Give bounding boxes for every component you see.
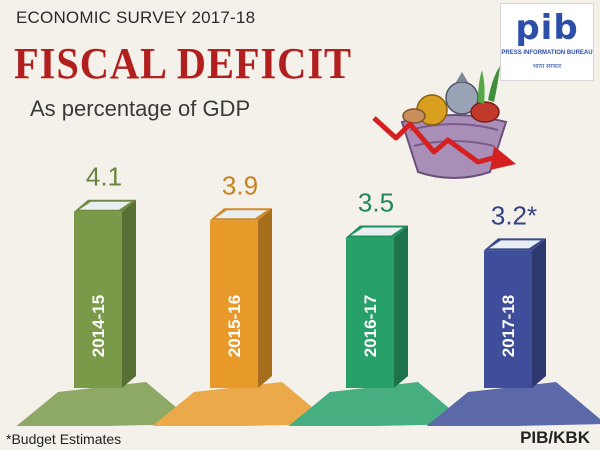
value-label-2015-16: 3.9 bbox=[222, 170, 258, 200]
survey-title: ECONOMIC SURVEY 2017-18 bbox=[16, 8, 256, 27]
pib-logo-text: pib bbox=[515, 8, 579, 48]
produce-leaf bbox=[488, 66, 500, 102]
chart-headline: FISCAL DEFICIT bbox=[14, 39, 352, 88]
pib-logo: pib PRESS INFORMATION BUREAU भारत सरकार bbox=[500, 3, 594, 81]
footer-bar bbox=[0, 426, 600, 450]
pib-logo-line2: भारत सरकार bbox=[532, 64, 562, 70]
bar-side-2015-16 bbox=[258, 208, 272, 388]
bar-front-2017-18 bbox=[484, 250, 532, 388]
credit: PIB/KBK bbox=[520, 428, 590, 447]
downtrend-arrowhead bbox=[490, 146, 516, 170]
value-label-2016-17: 3.5 bbox=[358, 188, 394, 218]
footnote: *Budget Estimates bbox=[6, 431, 122, 447]
year-label-2014-15: 2014-15 bbox=[89, 295, 108, 357]
fiscal-deficit-bar-chart: 4.1 2014-15 3.9 2015-16 3.5 2016-17 3.2* 2017-1… bbox=[14, 162, 600, 428]
produce-leaf-2 bbox=[478, 70, 485, 104]
bar-side-2016-17 bbox=[394, 225, 408, 388]
downtrend-arrow bbox=[372, 116, 501, 165]
bar-top-opening-2016-17 bbox=[351, 227, 403, 236]
bar-front-2016-17 bbox=[346, 237, 394, 388]
floor-stripe-2014-15 bbox=[14, 382, 196, 428]
pib-logo-line1: PRESS INFORMATION BUREAU bbox=[501, 50, 593, 56]
bar-front-2015-16 bbox=[210, 220, 258, 388]
vegetable-basket-illustration bbox=[372, 66, 516, 179]
value-label-2014-15: 4.1 bbox=[86, 162, 122, 192]
value-label-2017-18: 3.2* bbox=[491, 200, 537, 230]
year-label-2017-18: 2017-18 bbox=[499, 295, 518, 357]
bar-top-opening-2017-18 bbox=[489, 240, 541, 249]
bar-side-2017-18 bbox=[532, 238, 546, 388]
bar-front-2014-15 bbox=[74, 211, 122, 388]
chart-subtitle: As percentage of GDP bbox=[30, 96, 251, 121]
basket-weave bbox=[409, 123, 499, 131]
year-label-2016-17: 2016-17 bbox=[361, 295, 380, 357]
produce-potato bbox=[402, 108, 426, 124]
basket-weave-2 bbox=[413, 140, 495, 147]
floor-stripe-2015-16 bbox=[150, 382, 332, 428]
bar-side-2014-15 bbox=[122, 199, 136, 388]
bar-top-opening-2015-16 bbox=[215, 210, 267, 219]
floor-stripe-2016-17 bbox=[286, 382, 468, 428]
floor-stripe-2017-18 bbox=[424, 382, 600, 428]
produce-tomato bbox=[470, 101, 500, 123]
produce-bag-top bbox=[456, 72, 468, 82]
year-label-2015-16: 2015-16 bbox=[225, 295, 244, 357]
bars-group: 4.1 2014-15 3.9 2015-16 3.5 2016-17 3.2* 2017-1… bbox=[14, 162, 600, 428]
bar-top-opening-2014-15 bbox=[79, 201, 131, 210]
